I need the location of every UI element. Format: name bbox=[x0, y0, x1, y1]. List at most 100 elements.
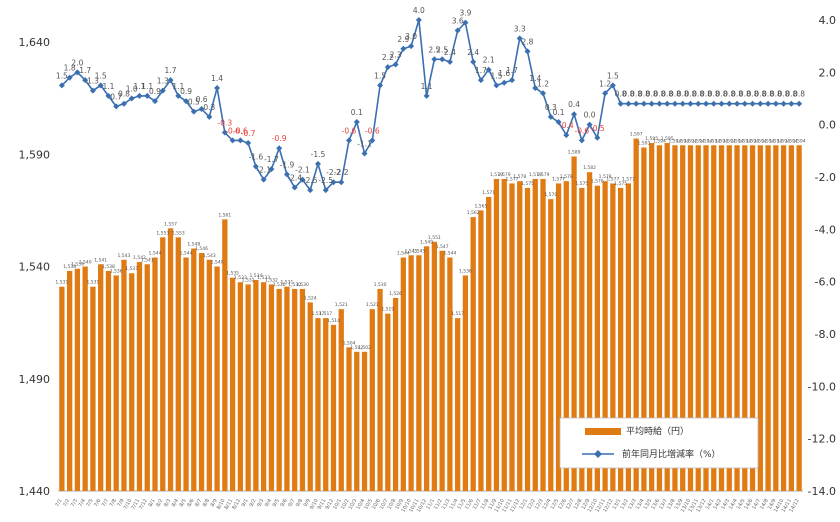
line-point bbox=[58, 82, 65, 89]
line-value-label: -0.3 bbox=[218, 119, 233, 128]
bar bbox=[253, 279, 259, 491]
bar-value-label: 1,570 bbox=[544, 192, 557, 198]
line-value-label: 0.8 bbox=[723, 90, 735, 99]
line-point bbox=[617, 100, 624, 107]
line-value-label: 3.0 bbox=[405, 32, 417, 41]
bar bbox=[299, 288, 306, 491]
bar bbox=[191, 248, 197, 491]
bar-value-label: 1,575 bbox=[575, 181, 588, 187]
line-value-label: 0.8 bbox=[669, 90, 681, 99]
bar bbox=[501, 178, 507, 491]
line-value-label: -1.7 bbox=[264, 155, 279, 164]
bar-value-label: 1,536 bbox=[110, 268, 123, 274]
x-tick-label: 8/1 bbox=[148, 498, 157, 508]
line-point bbox=[206, 113, 213, 120]
bar bbox=[711, 145, 717, 491]
x-tick-label: 9/7 bbox=[287, 498, 296, 508]
line-value-label: 1.3 bbox=[157, 77, 169, 86]
bar bbox=[323, 318, 329, 491]
line-point bbox=[82, 77, 89, 84]
x-tick-label: 13/9 bbox=[674, 498, 685, 511]
line-point bbox=[377, 82, 384, 89]
line-point bbox=[578, 137, 585, 144]
bar bbox=[206, 259, 212, 491]
line-point bbox=[741, 100, 748, 107]
left-axis-tick-label: 1,490 bbox=[19, 373, 51, 386]
bar bbox=[579, 187, 585, 492]
line-value-label: 0.8 bbox=[638, 90, 650, 99]
line-point bbox=[516, 35, 523, 42]
bar-value-label: 1,579 bbox=[529, 172, 542, 178]
bar bbox=[532, 178, 538, 491]
bar-value-label: 1,594 bbox=[653, 138, 666, 144]
x-tick-label: 8/10 bbox=[216, 498, 227, 511]
bar-value-label: 1,594 bbox=[793, 138, 806, 144]
line-point bbox=[664, 100, 671, 107]
right-axis-tick-label: 0.0 bbox=[819, 119, 837, 132]
line-value-label: -1.9 bbox=[280, 160, 295, 169]
line-point bbox=[159, 87, 166, 94]
bar bbox=[136, 262, 143, 491]
left-axis-tick-label: 1,440 bbox=[19, 485, 51, 498]
x-tick-label: 12/6 bbox=[557, 498, 568, 511]
line-value-label: 1.3 bbox=[87, 77, 99, 86]
x-tick-label: 11/5 bbox=[456, 498, 467, 511]
line-value-label: 2.5 bbox=[428, 45, 440, 54]
x-tick-label: 14/5 bbox=[736, 498, 747, 511]
x-tick-label: 13/5 bbox=[643, 498, 654, 511]
line-point bbox=[307, 187, 314, 194]
bar bbox=[447, 257, 453, 491]
bar-value-label: 1,531 bbox=[55, 280, 68, 286]
x-tick-label: 9/9 bbox=[303, 498, 312, 508]
line-value-label: 0.5 bbox=[188, 98, 200, 107]
bar bbox=[757, 145, 763, 491]
bar-value-label: 1,579 bbox=[498, 172, 511, 178]
bar-value-label: 1,577 bbox=[506, 176, 519, 182]
x-tick-label: 14/6 bbox=[743, 498, 754, 511]
bar-value-label: 1,551 bbox=[428, 235, 441, 241]
line-value-label: 0.8 bbox=[646, 90, 658, 99]
bar bbox=[307, 302, 313, 491]
line-point bbox=[780, 100, 787, 107]
bar bbox=[338, 309, 344, 491]
line-point bbox=[571, 111, 578, 118]
line-value-label: -1.6 bbox=[249, 153, 264, 162]
line-value-label: 1.5 bbox=[56, 71, 68, 80]
bar-value-label: 1,519 bbox=[381, 307, 394, 313]
line-point bbox=[353, 119, 360, 126]
line-value-label: 2.4 bbox=[467, 48, 479, 57]
x-tick-label: 11/6 bbox=[464, 498, 475, 511]
bar-value-label: 1,545 bbox=[405, 248, 418, 254]
bar-value-label: 1,578 bbox=[599, 174, 612, 180]
right-axis-tick-label: -8.0 bbox=[815, 328, 836, 341]
bar bbox=[796, 145, 802, 491]
bar bbox=[369, 309, 375, 491]
legend-box bbox=[559, 417, 759, 469]
bar bbox=[664, 143, 670, 491]
bar-value-label: 1,538 bbox=[102, 264, 115, 270]
bar-value-label: 1,530 bbox=[288, 282, 301, 288]
line-value-label: 3.6 bbox=[452, 16, 464, 25]
left-axis: 1,640 1,590 1,540 1,490 1,440 bbox=[19, 36, 51, 498]
bar bbox=[780, 145, 787, 491]
line-point bbox=[369, 137, 376, 144]
bar-value-label: 1,544 bbox=[180, 251, 193, 257]
line-value-label: 1.7 bbox=[475, 66, 487, 75]
x-tick-label: 9/11 bbox=[317, 498, 328, 511]
bar-value-label: 1,517 bbox=[451, 311, 464, 317]
bar bbox=[493, 178, 500, 491]
line-point bbox=[671, 100, 678, 107]
bar bbox=[726, 145, 732, 491]
line-value-label: 1.5 bbox=[374, 71, 386, 80]
bar-value-label: 1,536 bbox=[459, 268, 472, 274]
bar-value-label: 1,541 bbox=[141, 257, 154, 263]
bar bbox=[548, 199, 554, 491]
left-axis-tick-label: 1,590 bbox=[19, 148, 51, 161]
line-point bbox=[485, 66, 492, 73]
bar bbox=[377, 288, 383, 491]
line-value-label: -2.5 bbox=[303, 176, 318, 185]
bar bbox=[292, 288, 298, 491]
x-tick-label: 14/4 bbox=[728, 498, 739, 511]
bar bbox=[237, 282, 244, 491]
bar-value-label: 1,524 bbox=[304, 295, 317, 301]
